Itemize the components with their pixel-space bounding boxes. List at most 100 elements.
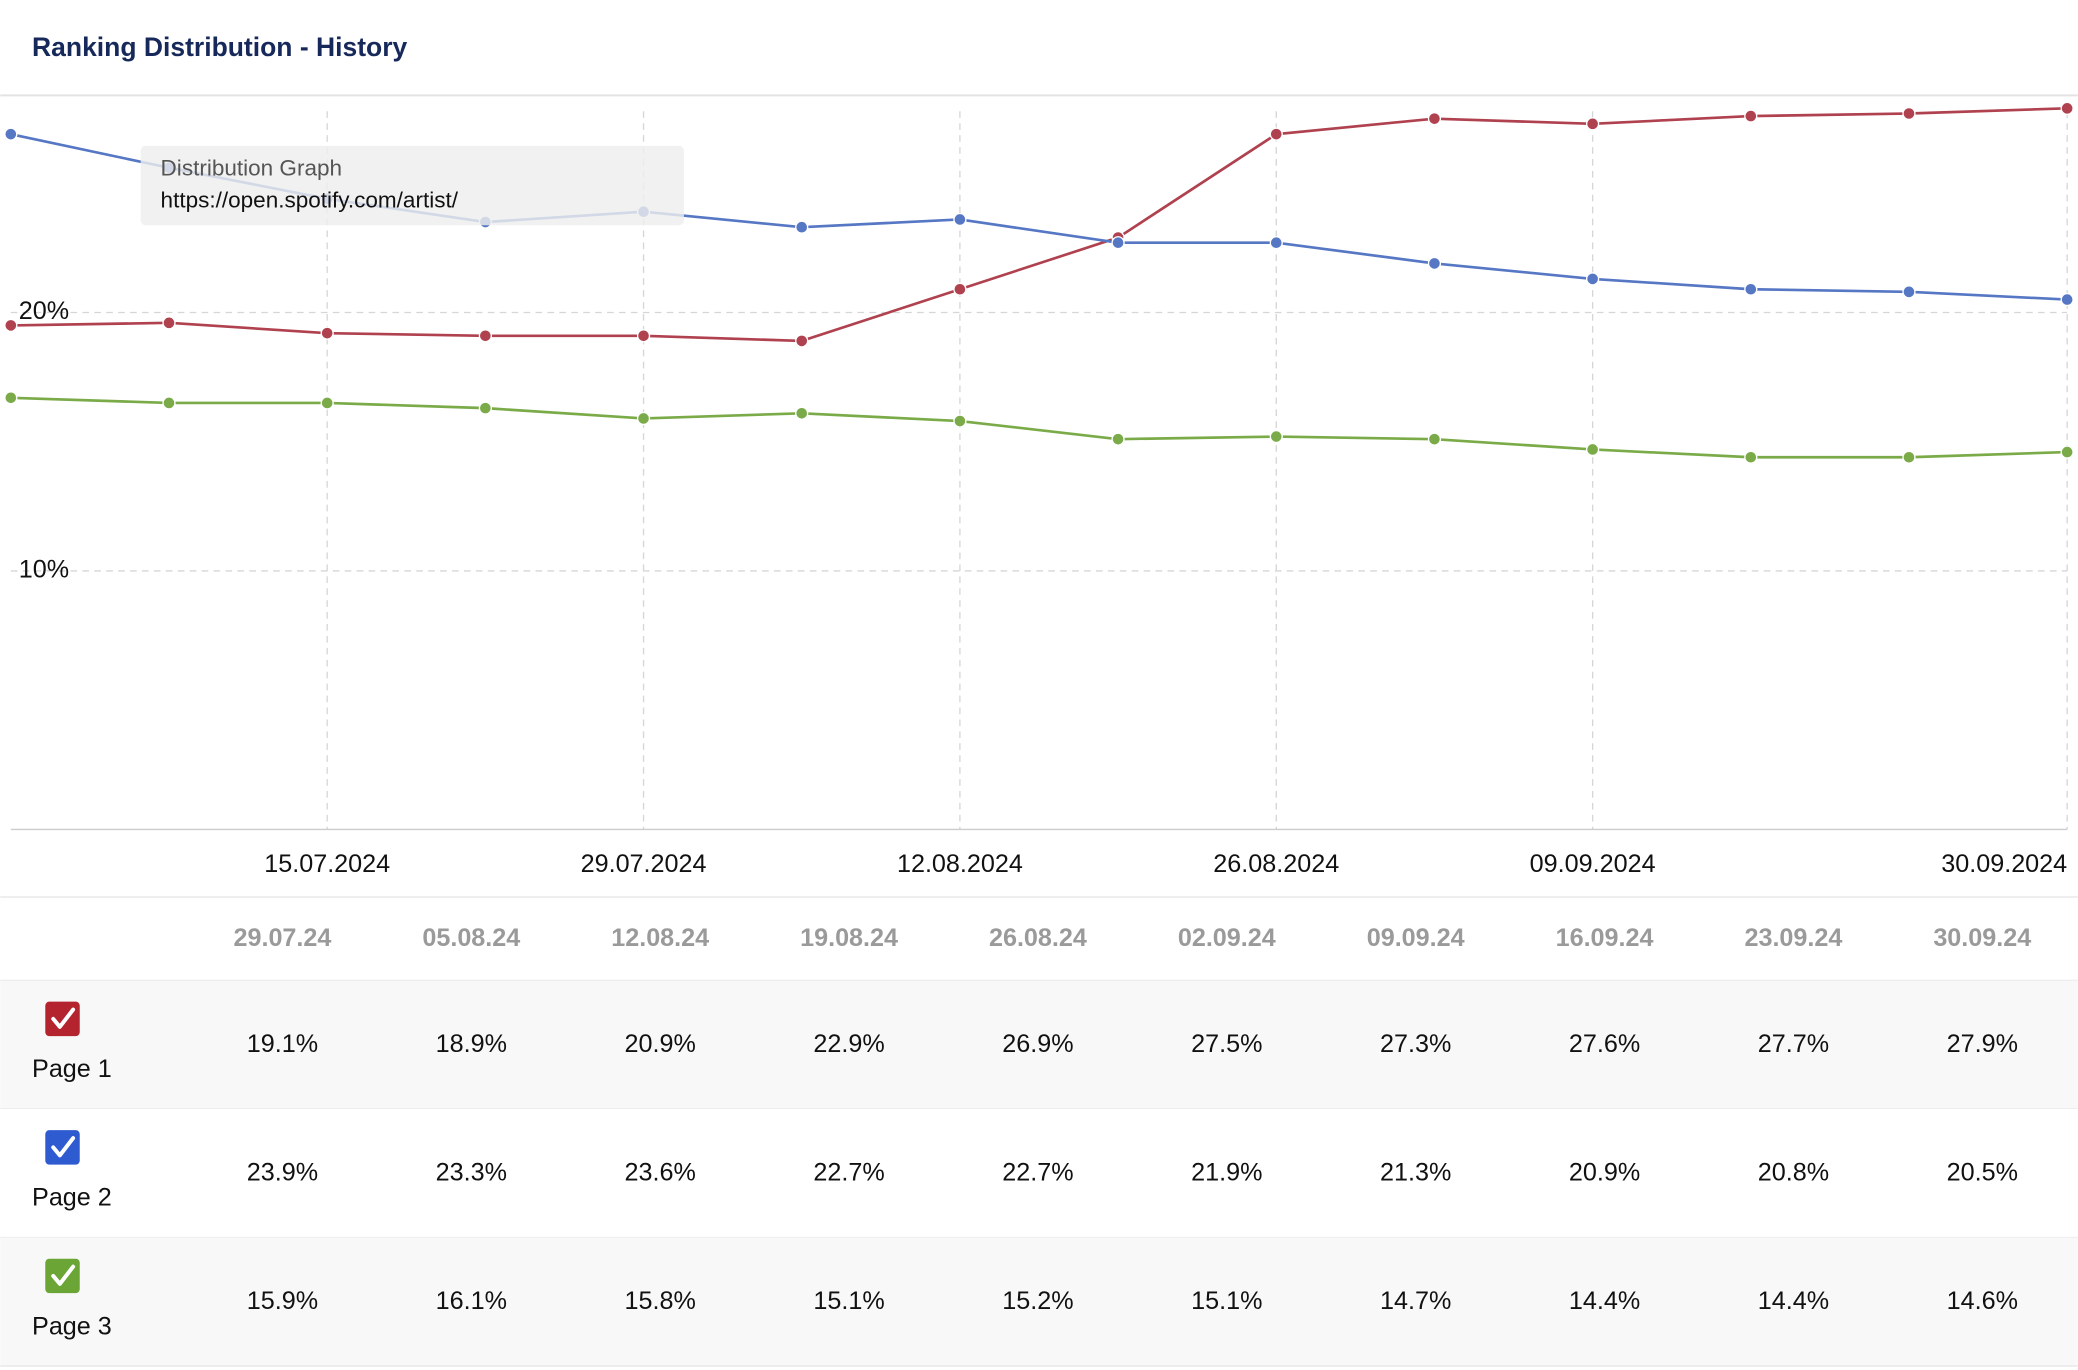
tooltip-box (140, 145, 684, 226)
data-point (1111, 236, 1125, 250)
data-point (1269, 236, 1283, 250)
data-point (1111, 432, 1125, 446)
series-line (10, 106, 2068, 343)
data-point (795, 334, 809, 348)
tooltip-title: Distribution Graph (161, 156, 342, 181)
data-point (953, 414, 967, 428)
data-point (1269, 429, 1283, 444)
table-row (0, 980, 2078, 1109)
cell: 22.9% (813, 1030, 884, 1058)
row-label: Page 3 (32, 1312, 112, 1340)
y-tick-label: 10% (19, 556, 69, 584)
checkbox (45, 1001, 80, 1037)
cell: 27.6% (1569, 1030, 1640, 1058)
tooltip-url: https://open.spotify.com/artist/ (161, 187, 459, 212)
cell: 14.4% (1569, 1287, 1640, 1315)
data-point (478, 329, 492, 343)
cell: 21.9% (1191, 1159, 1262, 1187)
data-point (1744, 450, 1758, 464)
data-point (1586, 272, 1600, 286)
column-header: 05.08.24 (422, 924, 520, 952)
cell: 21.3% (1380, 1159, 1451, 1187)
data-point (1427, 256, 1442, 271)
x-tick-label: 30.09.2024 (1941, 850, 2067, 878)
chart: 10% 20% 15.07.2024 29.07.2024 12.08.2024 26.0… (4, 101, 2074, 878)
cell: 15.2% (1002, 1287, 1073, 1315)
x-tick-label: 15.07.2024 (264, 850, 390, 878)
data-point (4, 318, 18, 333)
cell: 23.6% (625, 1159, 696, 1187)
widget-title: Ranking Distribution - History (32, 32, 407, 62)
cell: 27.5% (1191, 1030, 1262, 1058)
checkbox (45, 1258, 80, 1294)
data-point (478, 401, 492, 415)
cell: 26.9% (1002, 1030, 1073, 1058)
data-point (2060, 445, 2074, 459)
cell: 15.1% (1191, 1287, 1262, 1315)
data-point (795, 406, 809, 420)
cell: 19.1% (247, 1030, 318, 1058)
data-point (1269, 127, 1283, 141)
cell: 27.9% (1947, 1030, 2018, 1058)
data-point (1586, 442, 1600, 457)
data-point (320, 326, 334, 340)
cell: 20.8% (1758, 1159, 1829, 1187)
cell: 15.9% (247, 1287, 318, 1315)
cell: 22.7% (1002, 1159, 1073, 1187)
data-point (953, 282, 967, 296)
checkmark (51, 1264, 76, 1286)
x-tick-label: 09.09.2024 (1530, 850, 1656, 878)
checkbox (45, 1130, 80, 1165)
cell: 20.9% (1569, 1159, 1640, 1187)
data-point (2060, 292, 2074, 307)
data-point (795, 220, 809, 234)
cell: 20.9% (625, 1030, 696, 1058)
data-point (953, 212, 967, 227)
data-point (4, 391, 18, 405)
column-header: 29.07.24 (233, 924, 331, 952)
cell: 27.3% (1380, 1030, 1451, 1058)
cell: 16.1% (436, 1287, 507, 1315)
y-tick-label: 20% (19, 297, 69, 325)
column-header: 19.08.24 (800, 924, 898, 952)
column-header: 12.08.24 (611, 924, 709, 952)
table: 29.07.24 05.08.24 12.08.24 19.08.24 26.08.24… (0, 896, 2078, 1367)
column-header: 26.08.24 (989, 924, 1087, 952)
cell: 27.7% (1758, 1030, 1829, 1058)
cell: 14.4% (1758, 1287, 1829, 1315)
column-header: 30.09.24 (1933, 924, 2031, 952)
data-point (1902, 106, 1916, 121)
data-point (162, 316, 176, 330)
cell: 18.9% (436, 1030, 507, 1058)
cell: 22.7% (813, 1159, 884, 1187)
column-header: 23.09.24 (1744, 924, 1842, 952)
data-point (162, 396, 176, 410)
data-point (1744, 282, 1758, 296)
cell: 15.1% (813, 1287, 884, 1315)
x-tick-label: 26.08.2024 (1213, 850, 1339, 878)
data-point (1586, 117, 1600, 131)
cell: 23.3% (436, 1159, 507, 1187)
data-point (1902, 450, 1916, 464)
table-row (0, 1108, 2078, 1238)
cell: 20.5% (1947, 1159, 2018, 1187)
column-header: 09.09.24 (1367, 924, 1465, 952)
row-label: Page 1 (32, 1055, 112, 1083)
series-line (10, 396, 2068, 459)
row-label: Page 2 (32, 1184, 112, 1212)
data-point (636, 329, 651, 343)
x-tick-label: 29.07.2024 (581, 850, 707, 878)
column-header: 02.09.24 (1178, 924, 1276, 952)
cell: 14.7% (1380, 1287, 1451, 1315)
data-point (320, 396, 334, 410)
checkmark (51, 1007, 76, 1029)
data-point (4, 127, 18, 141)
tooltip: Distribution Graph https://open.spotify.… (140, 145, 684, 226)
data-point (636, 411, 651, 426)
column-header: 16.09.24 (1556, 924, 1654, 952)
data-point (1744, 109, 1758, 123)
data-point (1427, 432, 1442, 446)
checkmark (51, 1136, 76, 1158)
